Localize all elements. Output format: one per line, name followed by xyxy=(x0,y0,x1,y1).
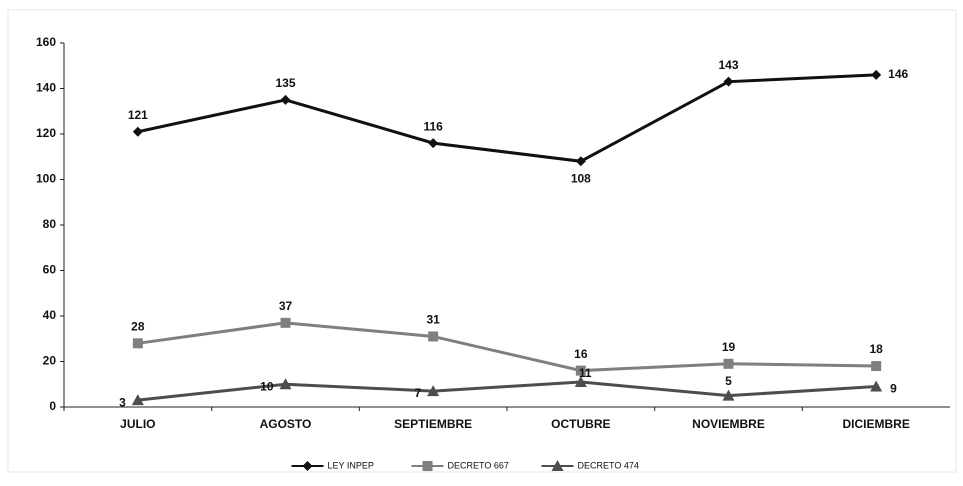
data-label: 19 xyxy=(722,340,736,354)
data-label: 31 xyxy=(426,313,440,327)
series-line xyxy=(137,73,877,163)
data-label: 116 xyxy=(423,119,443,133)
y-tick-label: 80 xyxy=(43,217,57,231)
legend-label: DECRETO 474 xyxy=(578,460,639,470)
point xyxy=(280,94,291,105)
data-label: 18 xyxy=(869,342,883,356)
x-tick-label: SEPTIEMBRE xyxy=(394,417,472,431)
point xyxy=(723,358,734,369)
point xyxy=(871,361,882,372)
data-label: 108 xyxy=(571,171,591,185)
point xyxy=(871,69,882,80)
data-label: 121 xyxy=(128,108,148,122)
series-line xyxy=(137,380,877,402)
y-tick-label: 120 xyxy=(36,126,56,140)
point xyxy=(279,378,292,390)
y-tick-label: 160 xyxy=(36,35,56,49)
data-label: 146 xyxy=(888,67,908,81)
data-label: 10 xyxy=(260,379,274,393)
point xyxy=(427,385,440,397)
data-label: 7 xyxy=(414,386,421,400)
point xyxy=(722,389,735,401)
point xyxy=(551,460,564,471)
x-tick-label: NOVIEMBRE xyxy=(692,417,765,431)
data-label: 28 xyxy=(131,319,145,333)
data-label: 16 xyxy=(574,347,588,361)
data-label: 135 xyxy=(275,76,295,90)
x-tick-label: JULIO xyxy=(120,417,155,431)
data-label: 11 xyxy=(579,366,592,380)
point xyxy=(575,156,586,167)
point xyxy=(723,76,734,87)
legend-label: LEY INPEP xyxy=(328,460,374,470)
series-line xyxy=(137,321,877,373)
point xyxy=(428,331,439,342)
point xyxy=(132,338,143,349)
x-tick-label: OCTUBRE xyxy=(551,417,610,431)
data-label: 5 xyxy=(725,374,732,388)
legend-label: DECRETO 667 xyxy=(448,460,509,470)
y-tick-label: 140 xyxy=(36,81,56,95)
point xyxy=(132,126,143,137)
y-tick-label: 100 xyxy=(36,172,56,186)
data-label: 9 xyxy=(890,382,897,396)
point xyxy=(280,317,291,328)
y-tick-label: 20 xyxy=(43,354,57,368)
data-label: 37 xyxy=(279,299,293,313)
data-label: 143 xyxy=(718,58,738,72)
x-tick-label: DICIEMBRE xyxy=(842,417,909,431)
x-tick-label: AGOSTO xyxy=(260,417,312,431)
point xyxy=(131,394,144,406)
y-tick-label: 60 xyxy=(43,263,57,277)
chart-frame xyxy=(7,9,957,473)
point xyxy=(422,461,433,471)
point xyxy=(575,365,586,376)
point xyxy=(428,138,439,149)
data-label: 3 xyxy=(119,395,126,409)
point xyxy=(302,461,313,471)
point xyxy=(870,380,883,392)
y-tick-label: 40 xyxy=(43,308,57,322)
y-tick-label: 0 xyxy=(49,399,56,413)
point xyxy=(574,375,587,387)
